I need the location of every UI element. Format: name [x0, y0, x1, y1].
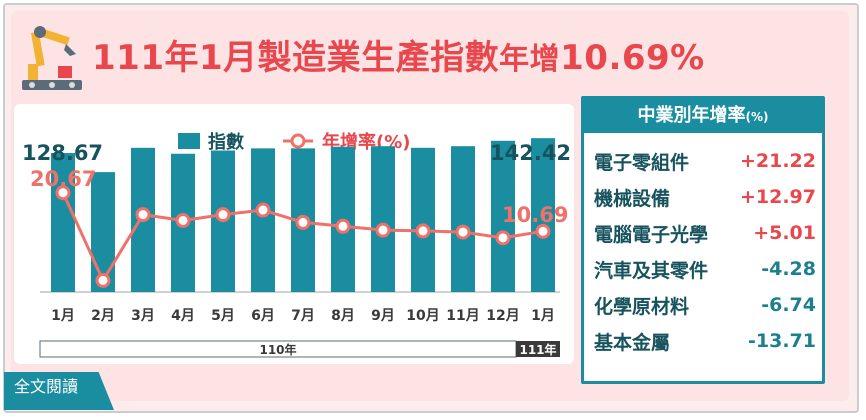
industry-value: -6.74	[761, 294, 816, 316]
industry-row: 基本金屬 -13.71	[594, 325, 816, 357]
line-label-first: 20.67	[30, 167, 96, 191]
year-label-110: 110年	[259, 342, 296, 357]
industry-name: 化學原材料	[594, 295, 690, 318]
yoy-point	[335, 218, 351, 234]
index-bar	[51, 153, 75, 292]
yoy-point	[415, 223, 431, 239]
legend-line-marker	[290, 133, 306, 149]
x-tick-label: 10月	[406, 308, 439, 324]
industry-value: +5.01	[753, 222, 816, 244]
index-bar	[531, 138, 555, 292]
industry-name: 電子零組件	[594, 151, 690, 174]
x-tick-label: 2月	[91, 308, 115, 324]
yoy-point	[255, 202, 271, 218]
bar-label-first: 128.67	[22, 141, 103, 165]
index-bar	[451, 146, 475, 292]
yoy-point	[95, 272, 111, 288]
page-title: 111年1月製造業生產指數年增10.69%	[92, 30, 705, 79]
index-bar	[491, 140, 515, 292]
x-tick-label: 5月	[211, 308, 235, 324]
industry-name: 基本金屬	[594, 331, 671, 354]
industry-value: +12.97	[739, 186, 816, 208]
industry-row: 機械設備 +12.97	[594, 181, 816, 213]
industry-name: 汽車及其零件	[594, 259, 709, 282]
year-label-111: 111年	[519, 342, 556, 357]
industry-value: +21.22	[739, 150, 816, 172]
legend-bar-swatch	[178, 133, 200, 149]
x-tick-label: 4月	[171, 308, 195, 324]
yoy-point	[175, 212, 191, 228]
x-tick-label: 1月	[531, 308, 555, 324]
x-tick-label: 8月	[331, 308, 355, 324]
industry-row: 化學原材料 -6.74	[594, 289, 816, 321]
index-bar	[251, 148, 275, 292]
title-main: 111年1月製造業生產指數	[92, 38, 500, 78]
industry-panel-header: 中業別年增率(%)	[584, 99, 822, 133]
yoy-point	[295, 214, 311, 230]
industry-unit: (%)	[745, 110, 769, 124]
x-tick-label: 11月	[446, 308, 479, 324]
index-bar	[91, 172, 115, 292]
index-bar	[371, 146, 395, 292]
yoy-point	[535, 223, 551, 239]
yoy-point	[135, 207, 151, 223]
x-tick-label: 6月	[251, 308, 275, 324]
industry-value: -13.71	[748, 330, 816, 352]
industry-name: 機械設備	[594, 187, 671, 210]
title-suffix-small: 年增	[499, 42, 561, 77]
industry-title: 中業別年增率	[637, 105, 746, 126]
industry-value: -4.28	[761, 258, 816, 280]
industry-row: 汽車及其零件 -4.28	[594, 253, 816, 285]
title-suffix-value: 10.69%	[560, 38, 705, 78]
yoy-point	[455, 224, 471, 240]
index-bar	[411, 147, 435, 292]
industry-name: 電腦電子光學	[594, 223, 709, 246]
industry-row: 電腦電子光學 +5.01	[594, 217, 816, 249]
industry-row: 電子零組件 +21.22	[594, 145, 816, 177]
read-more-button[interactable]: 全文閱讀	[4, 372, 114, 410]
x-tick-label: 3月	[131, 308, 155, 324]
x-tick-label: 9月	[371, 308, 395, 324]
yoy-point	[215, 207, 231, 223]
robot-arm-icon	[22, 26, 82, 90]
yoy-point	[55, 185, 71, 201]
yoy-point	[375, 222, 391, 238]
legend-index-label: 指數	[208, 131, 244, 153]
yoy-point	[495, 230, 511, 246]
line-label-last: 10.69	[502, 203, 568, 227]
industry-panel: 中業別年增率(%) 電子零組件 +21.22 機械設備 +12.97 電腦電子光…	[581, 96, 825, 384]
year-band-111	[516, 341, 560, 357]
bar-label-last: 142.42	[490, 141, 571, 165]
x-tick-label: 1月	[51, 308, 75, 324]
x-tick-label: 12月	[486, 308, 519, 324]
x-tick-label: 7月	[291, 308, 315, 324]
